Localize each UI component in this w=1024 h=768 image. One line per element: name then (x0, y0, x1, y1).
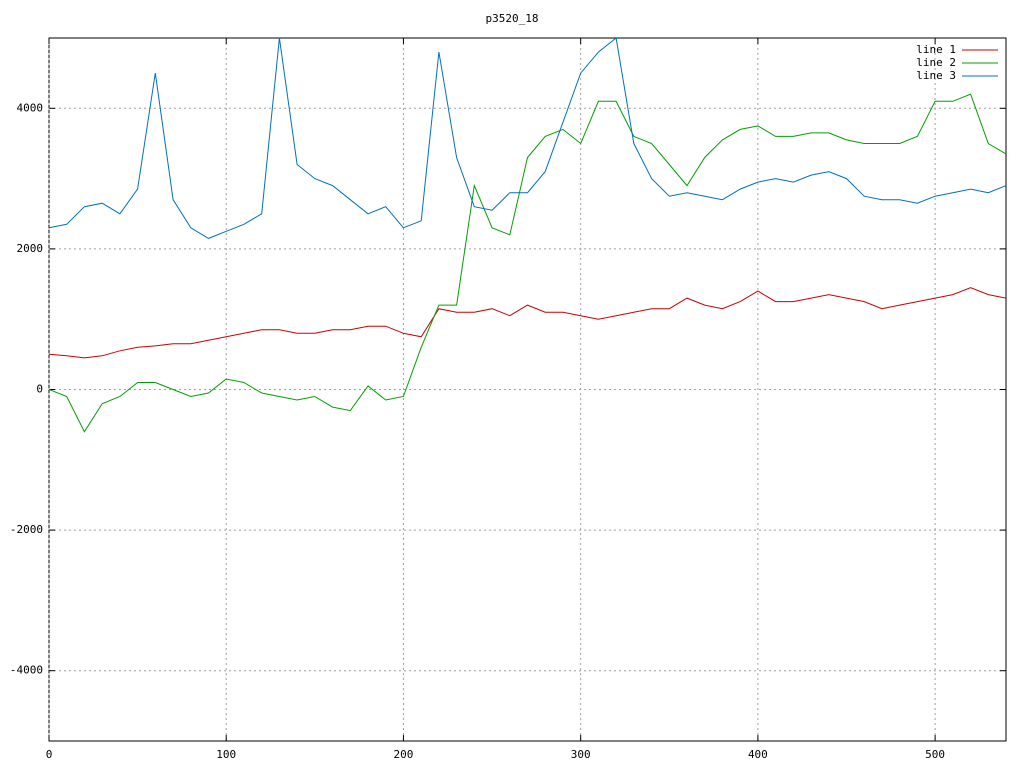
x-tick-label: 200 (394, 748, 414, 761)
y-tick-label: 0 (36, 383, 43, 396)
legend-label: line 3 (916, 69, 956, 82)
x-tick-label: 0 (46, 748, 53, 761)
x-tick-label: 300 (571, 748, 591, 761)
y-tick-label: -2000 (10, 523, 43, 536)
line-series (49, 38, 1006, 239)
x-tick-label: 400 (748, 748, 768, 761)
y-tick-label: -4000 (10, 664, 43, 677)
y-tick-label: 4000 (17, 101, 44, 114)
legend-label: line 2 (916, 56, 956, 69)
legend-label: line 1 (916, 43, 956, 56)
line-series (49, 93, 1006, 433)
y-tick-label: 2000 (17, 242, 44, 255)
line-series (49, 287, 1006, 359)
chart-title: p3520_18 (486, 12, 539, 25)
x-tick-label: 100 (216, 748, 236, 761)
x-tick-label: 500 (925, 748, 945, 761)
